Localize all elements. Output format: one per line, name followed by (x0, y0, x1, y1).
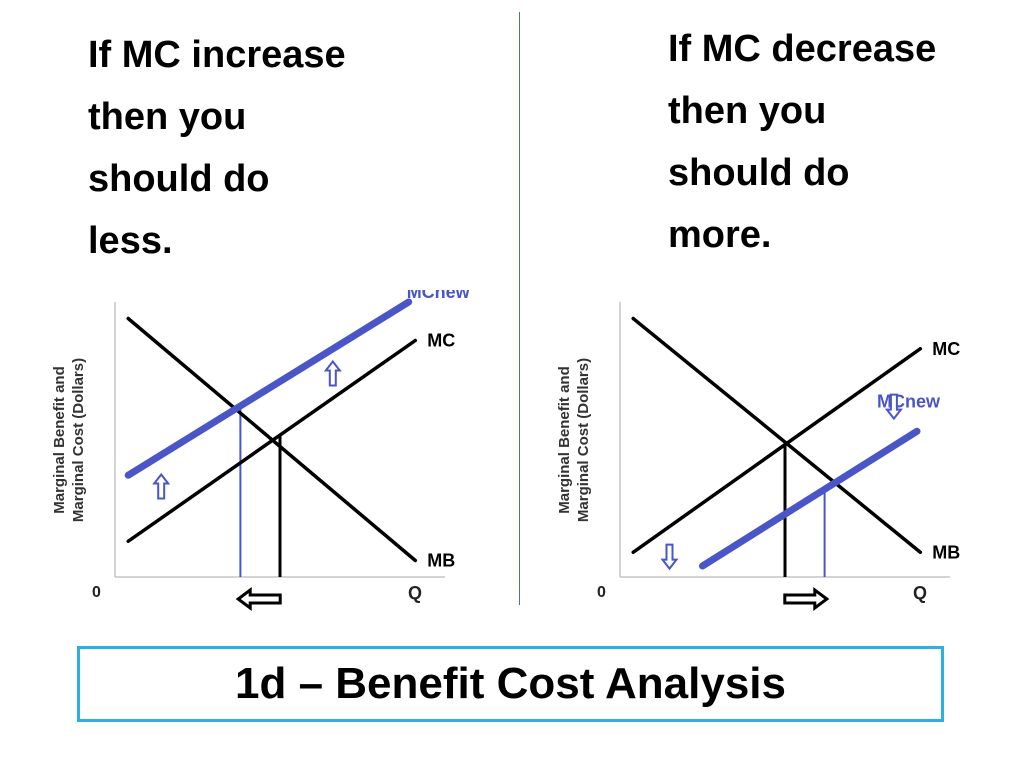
right-caption: If MC decrease then you should do more. (668, 18, 1008, 266)
quantity-arrow-right-icon (783, 587, 830, 611)
right-caption-line: more. (668, 214, 772, 256)
curve-mcnew (699, 427, 921, 570)
left-caption-line: then you (88, 96, 247, 138)
curve-label-mb: MB (427, 551, 455, 571)
shift-arrow-down-icon (660, 543, 679, 571)
quantity-arrow-left-icon (235, 587, 282, 611)
curve-label-mc: MC (427, 331, 455, 351)
x-axis-label: Q (913, 583, 927, 603)
shift-arrow-down-icon (884, 393, 903, 421)
right-caption-line: If MC decrease (668, 28, 937, 70)
curve-label-mc: MC (932, 339, 960, 359)
y-axis-label: Marginal Cost (Dollars) (575, 358, 592, 522)
curve-label-mcnew: MCnew (407, 290, 470, 302)
x-axis-label: Q (408, 583, 422, 603)
mc-decrease-chart: Marginal Benefit and Marginal Cost (Dolla… (556, 302, 960, 611)
left-caption: If MC increase then you should do less. (88, 24, 418, 272)
y-axis-label: Marginal Cost (Dollars) (70, 358, 87, 522)
curve-mc (126, 338, 418, 543)
shift-arrow-up-icon (152, 472, 171, 500)
shift-arrow-up-icon (323, 359, 342, 387)
y-axis-label: Marginal Benefit and (556, 366, 573, 514)
curve-label-mcnew: MCnew (877, 391, 941, 411)
mc-increase-chart: Marginal Benefit and Marginal Cost (Dolla… (51, 282, 471, 611)
left-caption-line: If MC increase (88, 34, 346, 76)
curve-mb (631, 316, 923, 554)
right-caption-line: should do (668, 152, 850, 194)
right-chart-panel: Marginal Benefit and Marginal Cost (Dolla… (545, 290, 975, 620)
curve-label-mb: MB (932, 542, 960, 562)
left-caption-line: should do (88, 158, 270, 200)
left-caption-line: less. (88, 220, 173, 262)
curve-mc (631, 347, 923, 554)
origin-label: 0 (597, 584, 606, 601)
origin-label: 0 (92, 584, 101, 601)
footer-title-box: 1d – Benefit Cost Analysis (77, 646, 944, 722)
vertical-divider (519, 12, 520, 605)
left-chart-panel: Marginal Benefit and Marginal Cost (Dolla… (40, 282, 471, 620)
curve-mcnew (124, 298, 413, 479)
y-axis-label: Marginal Benefit and (51, 366, 68, 514)
right-caption-line: then you (668, 90, 827, 132)
footer-title: 1d – Benefit Cost Analysis (235, 659, 786, 708)
